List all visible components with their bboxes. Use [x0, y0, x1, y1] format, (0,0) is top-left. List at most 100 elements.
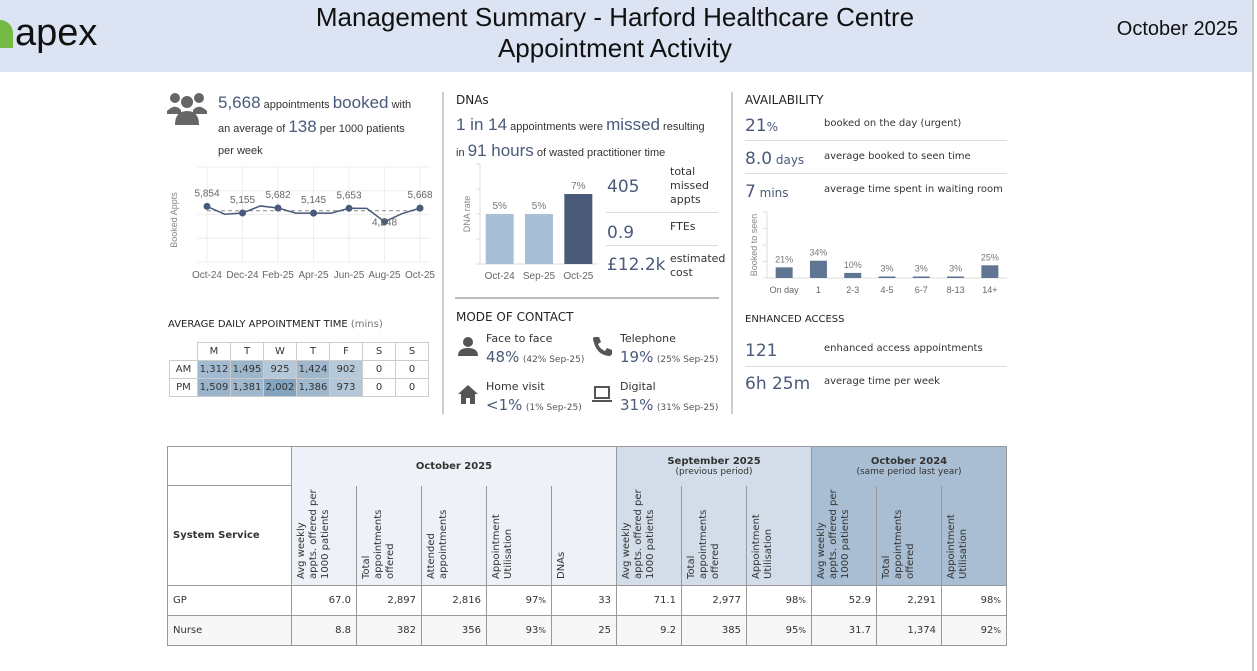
contact-value: 48%	[486, 348, 520, 366]
value-cell: 52.9	[811, 585, 877, 616]
x-tick-label: Sep-25	[523, 271, 556, 282]
y-axis-label: DNA rate	[462, 196, 472, 233]
value-cell: 1,374	[876, 615, 942, 646]
time-cell: 1,312	[197, 360, 231, 379]
value-cell: 25	[551, 615, 617, 646]
value-cell: 98%	[746, 585, 812, 616]
day-header: W	[263, 342, 297, 361]
value-cell: 93%	[486, 615, 552, 646]
column-header: Attended appointments	[421, 485, 487, 586]
x-tick-label: 4-5	[880, 285, 893, 295]
stat-value: 405	[607, 177, 640, 197]
x-tick-label: Jun-25	[334, 270, 365, 281]
availability-value: 21	[745, 116, 767, 136]
x-tick-label: Oct-24	[485, 271, 515, 282]
column-header: Total appointments offered	[356, 485, 422, 586]
value-cell: 382	[356, 615, 422, 646]
x-tick-label: Feb-25	[262, 270, 294, 281]
table-row: AM 1,312 1,495 925 1,424 902 0 0	[169, 360, 429, 379]
data-label: 5,854	[194, 188, 219, 199]
x-tick-label: 2-3	[846, 285, 859, 295]
divider	[745, 140, 1007, 141]
x-tick-label: 14+	[982, 285, 997, 295]
x-tick-label: Aug-25	[368, 270, 401, 281]
time-cell: 2,002	[263, 378, 297, 397]
data-label: 4,248	[372, 218, 397, 229]
time-cell: 1,495	[230, 360, 264, 379]
bar	[844, 272, 862, 278]
availability-row: 8.0 days average booked to seen time	[745, 147, 1007, 175]
group-header: October 2025	[291, 446, 617, 486]
daily-time-heading: AVERAGE DAILY APPOINTMENT TIME (mins)	[168, 319, 383, 330]
enhanced-label: enhanced access appointments	[824, 343, 983, 354]
contact-previous: (25% Sep-25)	[656, 355, 719, 365]
x-tick-label: Oct-25	[405, 270, 435, 281]
value-cell: 385	[681, 615, 747, 646]
group-header: October 2024 (same period last year)	[811, 446, 1007, 486]
value-cell: 67.0	[291, 585, 357, 616]
column-header: Avg weekly appts. offered per 1000 patie…	[616, 485, 682, 586]
value-cell: 2,816	[421, 585, 487, 616]
column-header: Appointment Utilisation	[746, 485, 812, 586]
row-label: AM	[169, 360, 198, 379]
phone-icon	[593, 337, 612, 356]
enhanced-row: 121 enhanced access appointments	[745, 339, 1007, 367]
divider	[745, 366, 1007, 367]
data-label: 5%	[492, 201, 507, 212]
scrollbar-edge	[1252, 0, 1254, 671]
column-header: Total appointments offered	[681, 485, 747, 586]
data-point	[310, 209, 317, 217]
header-bar: apex Management Summary - Harford Health…	[0, 0, 1252, 72]
x-tick-label: 6-7	[915, 285, 928, 295]
contact-label: Home visit	[486, 380, 545, 393]
data-label: 5,155	[230, 195, 255, 206]
column-header: DNAs	[551, 485, 617, 586]
bar	[947, 276, 965, 278]
home-icon	[458, 385, 478, 404]
person-icon	[458, 337, 478, 356]
divider	[606, 245, 718, 246]
availability-row: 7 mins average time spent in waiting room	[745, 180, 1007, 208]
report-period: October 2025	[1116, 18, 1238, 40]
row-header: System Service	[167, 485, 292, 586]
value-cell: 2,977	[681, 585, 747, 616]
time-cell: 1,381	[230, 378, 264, 397]
availability-label: average time spent in waiting room	[824, 184, 1003, 195]
divider	[731, 92, 733, 414]
booked-summary: 5,668 appointments booked with an average…	[218, 93, 412, 157]
data-point	[381, 218, 388, 226]
time-cell: 925	[263, 360, 297, 379]
x-tick-label: 8-13	[947, 285, 965, 295]
divider	[606, 212, 718, 213]
divider	[455, 297, 719, 299]
corner-cell	[167, 446, 292, 486]
value-cell: 2,291	[876, 585, 942, 616]
availability-label: booked on the day (urgent)	[824, 118, 962, 129]
y-axis-label: Booked Appts	[169, 192, 179, 248]
table-row: PM 1,509 1,381 2,002 1,386 973 0 0	[169, 378, 429, 397]
day-header: T	[230, 342, 264, 361]
data-point	[274, 204, 282, 212]
data-point	[239, 209, 246, 217]
service-name: GP	[167, 585, 292, 616]
column-header: Avg weekly appts. offered per 1000 patie…	[811, 485, 877, 586]
booked-appts-line-chart: Oct-24 Dec-24 Feb-25 Apr-25 Jun-25 Aug-25 Oct-…	[169, 166, 435, 281]
apex-logo: apex	[0, 12, 97, 55]
data-label: 21%	[775, 254, 793, 264]
enhanced-value: 6h 25m	[745, 374, 811, 394]
day-header: F	[329, 342, 363, 361]
data-point	[416, 204, 424, 212]
data-point	[345, 204, 353, 212]
bar	[564, 194, 593, 264]
data-label: 5,682	[265, 190, 290, 201]
availability-value: 8.0	[745, 149, 773, 169]
value-cell: 95%	[746, 615, 812, 646]
time-cell: 1,424	[296, 360, 330, 379]
contact-previous: (1% Sep-25)	[525, 403, 582, 413]
stat-label: total missed appts	[670, 165, 709, 206]
x-tick-label: Dec-24	[226, 270, 259, 281]
daily-time-table: M T W T F S S AM 1,312 1,495 925 1,424 902 0 0 PM 1,509 1…	[169, 342, 429, 397]
data-label: 7%	[571, 181, 586, 192]
day-header: S	[362, 342, 396, 361]
value-cell: 98%	[941, 585, 1007, 616]
